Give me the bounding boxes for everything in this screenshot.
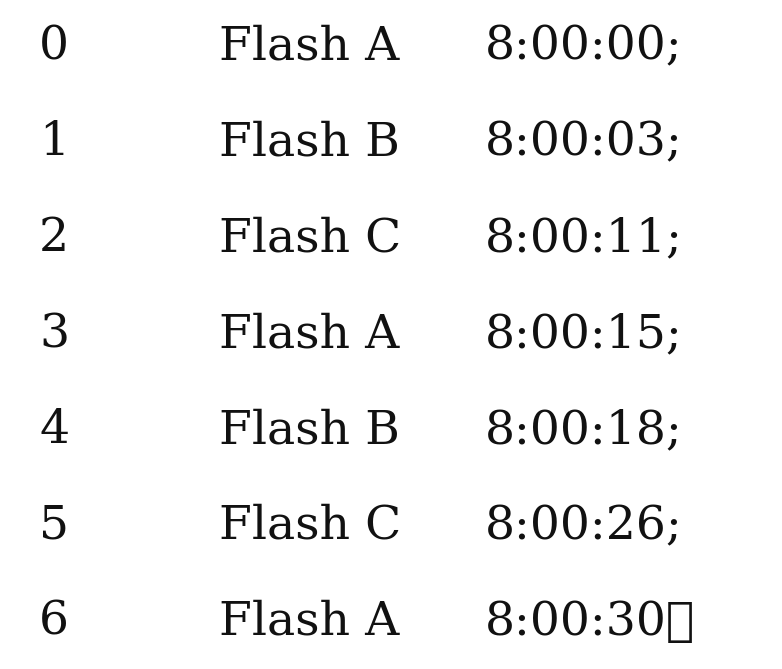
Text: 3: 3 xyxy=(39,312,70,357)
Text: 8:00:03;: 8:00:03; xyxy=(485,120,683,165)
Text: 0: 0 xyxy=(39,24,69,70)
Text: 5: 5 xyxy=(39,504,69,549)
Text: 2: 2 xyxy=(39,216,70,261)
Text: 8:00:00;: 8:00:00; xyxy=(485,24,683,70)
Text: Flash C: Flash C xyxy=(219,216,401,261)
Text: Flash B: Flash B xyxy=(219,408,400,453)
Text: Flash C: Flash C xyxy=(219,504,401,549)
Text: 8:00:15;: 8:00:15; xyxy=(485,312,683,357)
Text: 1: 1 xyxy=(39,120,70,165)
Text: Flash A: Flash A xyxy=(219,24,399,70)
Text: 4: 4 xyxy=(39,408,70,453)
Text: Flash A: Flash A xyxy=(219,599,399,645)
Text: Flash B: Flash B xyxy=(219,120,400,165)
Text: 8:00:18;: 8:00:18; xyxy=(485,408,683,453)
Text: 8:00:30。: 8:00:30。 xyxy=(485,599,695,645)
Text: Flash A: Flash A xyxy=(219,312,399,357)
Text: 8:00:11;: 8:00:11; xyxy=(485,216,683,261)
Text: 6: 6 xyxy=(39,599,69,645)
Text: 8:00:26;: 8:00:26; xyxy=(485,504,683,549)
